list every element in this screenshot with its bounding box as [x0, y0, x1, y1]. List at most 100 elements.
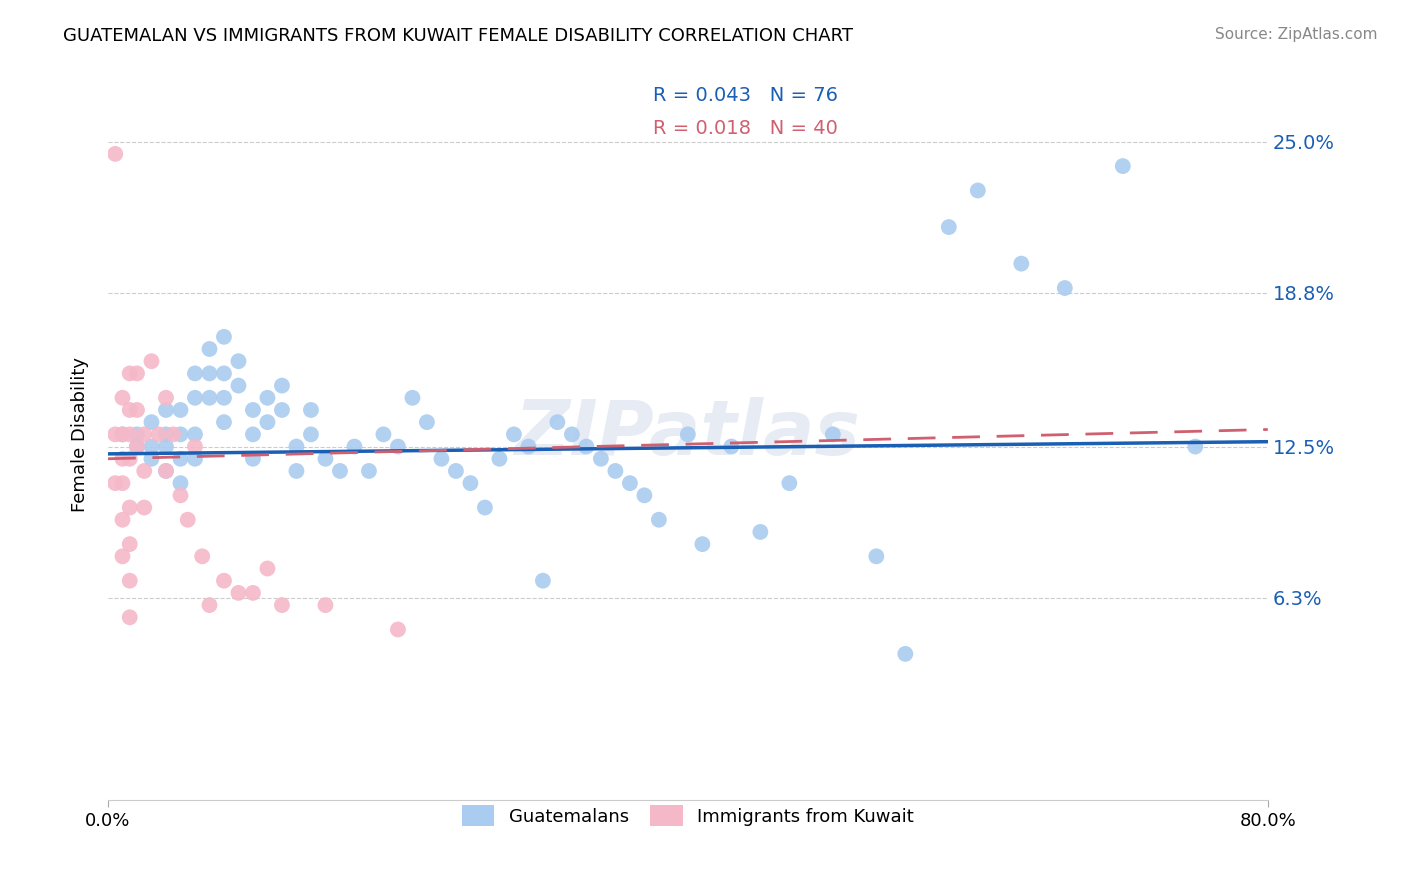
Point — [633, 488, 655, 502]
Point — [104, 427, 127, 442]
Point — [148, 427, 170, 442]
Point — [155, 440, 177, 454]
Text: R = 0.018   N = 40: R = 0.018 N = 40 — [654, 120, 838, 138]
Point — [561, 427, 583, 442]
Point — [387, 440, 409, 454]
Point — [118, 451, 141, 466]
Point — [285, 464, 308, 478]
Point — [444, 464, 467, 478]
Point — [125, 367, 148, 381]
Point — [141, 451, 163, 466]
Point — [357, 464, 380, 478]
Point — [329, 464, 352, 478]
Point — [104, 476, 127, 491]
Point — [503, 427, 526, 442]
Point — [285, 440, 308, 454]
Point — [184, 391, 207, 405]
Point — [1053, 281, 1076, 295]
Point — [118, 403, 141, 417]
Point — [692, 537, 714, 551]
Point — [676, 427, 699, 442]
Point — [605, 464, 627, 478]
Point — [271, 378, 294, 392]
Point — [894, 647, 917, 661]
Point — [242, 403, 264, 417]
Point — [1184, 440, 1206, 454]
Point — [198, 391, 221, 405]
Point — [118, 367, 141, 381]
Point — [184, 451, 207, 466]
Point — [155, 403, 177, 417]
Point — [125, 440, 148, 454]
Point — [111, 549, 134, 564]
Point — [1010, 257, 1032, 271]
Point — [228, 378, 250, 392]
Point — [155, 464, 177, 478]
Point — [778, 476, 800, 491]
Point — [169, 403, 191, 417]
Text: ZIPatlas: ZIPatlas — [515, 397, 860, 471]
Point — [141, 440, 163, 454]
Point — [212, 391, 235, 405]
Point — [488, 451, 510, 466]
Point — [118, 574, 141, 588]
Point — [865, 549, 887, 564]
Point — [198, 598, 221, 612]
Point — [212, 367, 235, 381]
Point — [299, 427, 322, 442]
Point — [155, 391, 177, 405]
Point — [118, 500, 141, 515]
Point — [589, 451, 612, 466]
Point — [169, 488, 191, 502]
Point — [125, 440, 148, 454]
Point — [314, 598, 336, 612]
Point — [134, 464, 156, 478]
Point — [118, 610, 141, 624]
Point — [546, 415, 568, 429]
Point — [517, 440, 540, 454]
Point — [256, 415, 278, 429]
Y-axis label: Female Disability: Female Disability — [72, 357, 89, 512]
Point — [242, 586, 264, 600]
Point — [155, 427, 177, 442]
Point — [242, 427, 264, 442]
Point — [474, 500, 496, 515]
Point — [531, 574, 554, 588]
Point — [125, 403, 148, 417]
Point — [212, 415, 235, 429]
Point — [821, 427, 844, 442]
Point — [1112, 159, 1135, 173]
Point — [162, 427, 184, 442]
Point — [387, 623, 409, 637]
Point — [111, 427, 134, 442]
Point — [271, 598, 294, 612]
Point — [228, 586, 250, 600]
Point — [619, 476, 641, 491]
Point — [134, 500, 156, 515]
Point — [228, 354, 250, 368]
Point — [111, 513, 134, 527]
Point — [198, 342, 221, 356]
Point — [212, 574, 235, 588]
Point — [575, 440, 598, 454]
Point — [191, 549, 214, 564]
Point — [749, 524, 772, 539]
Point — [125, 427, 148, 442]
Point — [169, 476, 191, 491]
Point — [184, 367, 207, 381]
Point — [104, 147, 127, 161]
Point — [111, 451, 134, 466]
Point — [242, 451, 264, 466]
Point — [111, 427, 134, 442]
Point — [155, 464, 177, 478]
Point — [184, 440, 207, 454]
Point — [271, 403, 294, 417]
Point — [256, 561, 278, 575]
Point — [314, 451, 336, 466]
Point — [118, 537, 141, 551]
Point — [177, 513, 200, 527]
Point — [134, 427, 156, 442]
Point — [720, 440, 742, 454]
Point — [343, 440, 366, 454]
Point — [966, 184, 988, 198]
